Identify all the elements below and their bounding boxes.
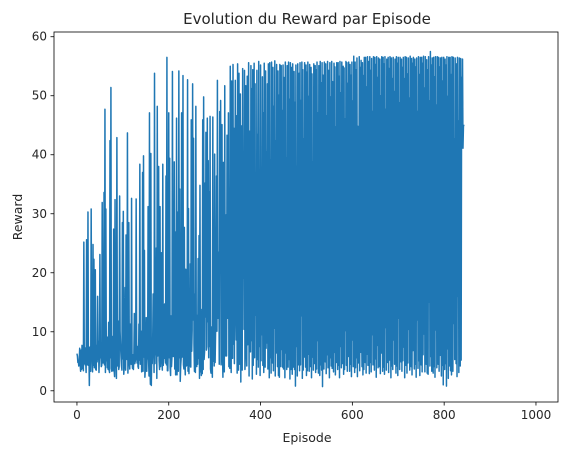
y-tick-label: 50 <box>32 89 47 103</box>
x-axis-label: Episode <box>282 430 331 445</box>
x-tick-label: 1000 <box>521 408 552 422</box>
x-tick-label: 0 <box>73 408 81 422</box>
x-tick-label: 400 <box>249 408 272 422</box>
plot-area: 0 200 400 600 800 1000 0 10 20 30 40 50 60 <box>32 30 559 422</box>
axes-frame <box>53 31 559 403</box>
x-tick-label: 600 <box>341 408 364 422</box>
series-layer <box>76 50 465 388</box>
y-axis-label: Reward <box>10 194 25 241</box>
x-tick-label: 800 <box>433 408 456 422</box>
y-axis-ticks: 0 10 20 30 40 50 60 <box>32 30 54 398</box>
x-axis-ticks: 0 200 400 600 800 1000 <box>73 402 551 422</box>
y-tick-label: 0 <box>39 384 47 398</box>
y-tick-label: 30 <box>32 207 47 221</box>
y-tick-label: 60 <box>32 30 47 44</box>
chart-title: Evolution du Reward par Episode <box>183 10 431 28</box>
y-tick-label: 10 <box>32 325 47 339</box>
series-line-0 <box>76 50 465 388</box>
x-tick-label: 200 <box>157 408 180 422</box>
y-tick-label: 40 <box>32 148 47 162</box>
y-tick-label: 20 <box>32 266 47 280</box>
